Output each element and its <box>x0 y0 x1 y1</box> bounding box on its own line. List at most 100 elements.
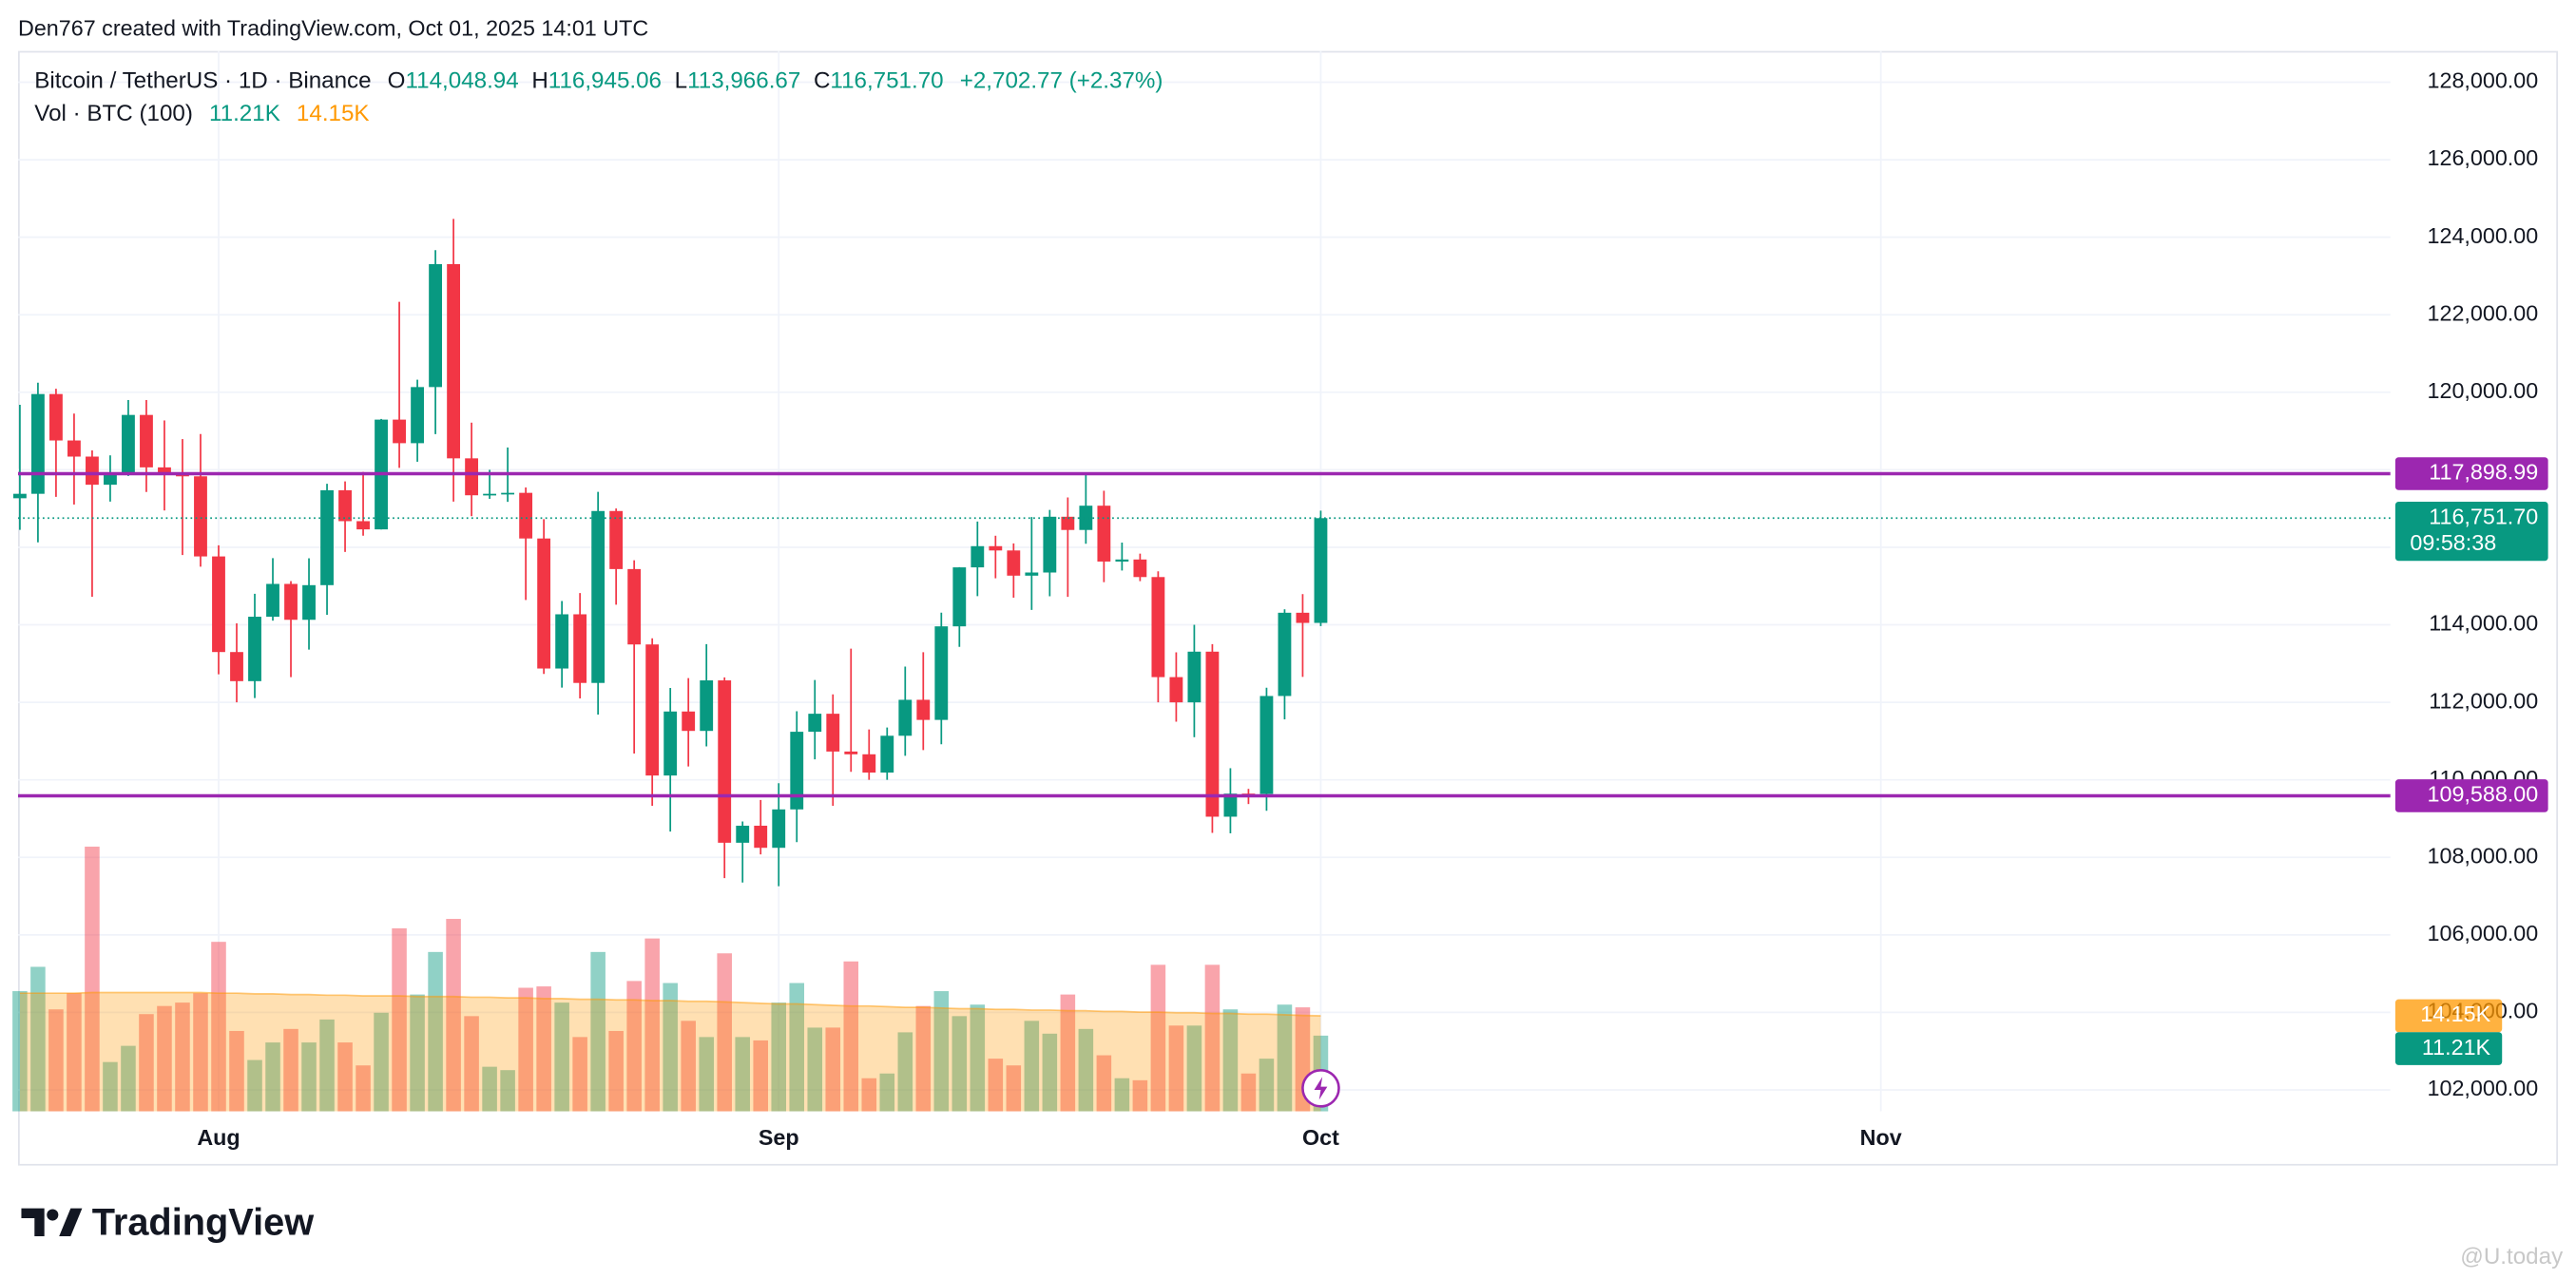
candle <box>952 566 967 647</box>
price-tag <box>2394 779 2548 812</box>
candle-body <box>212 556 225 653</box>
volume-bar <box>807 1027 823 1112</box>
candle-body <box>591 510 606 683</box>
candle <box>1097 490 1111 582</box>
y-tick-label: 112,000.00 <box>2429 688 2538 713</box>
candle-body <box>1187 651 1201 703</box>
candle <box>122 399 135 476</box>
candle-body <box>248 617 261 681</box>
candle-body <box>934 626 949 720</box>
symbol: Bitcoin / TetherUS · 1D · Binance <box>34 68 371 94</box>
volume-bar <box>789 983 805 1112</box>
volume-bar <box>970 1004 986 1112</box>
candle <box>447 219 461 502</box>
volume-bar <box>1204 964 1221 1112</box>
candle <box>140 399 153 492</box>
volume-bar <box>1186 1025 1202 1112</box>
candle-body <box>826 714 840 752</box>
attribution: Den767 created with TradingView.com, Oct… <box>18 15 648 40</box>
candle <box>104 455 117 502</box>
logo-mark <box>59 1208 83 1237</box>
candle <box>320 484 334 615</box>
volume-bar <box>337 1042 353 1112</box>
candle <box>1169 652 1183 722</box>
candle-body <box>916 699 931 720</box>
candle-body <box>501 492 515 495</box>
volume-bar <box>572 1037 587 1112</box>
candle <box>682 678 696 767</box>
volume-bar <box>663 983 678 1112</box>
ohlc-value: 116,945.06 <box>548 68 662 94</box>
volume-bar <box>915 1005 932 1112</box>
candle <box>12 405 27 530</box>
last-price-label: 116,751.70 <box>2429 504 2538 528</box>
volume-bar <box>897 1032 913 1112</box>
candle <box>555 601 569 688</box>
candle <box>645 638 660 807</box>
candle <box>718 677 732 879</box>
volume-bar <box>518 987 533 1112</box>
candle <box>736 821 750 883</box>
volume-bar <box>12 991 28 1112</box>
volume-bar <box>85 846 100 1112</box>
candle-body <box>844 751 858 754</box>
candle <box>212 544 225 675</box>
candle <box>1025 517 1039 610</box>
candle-body <box>772 809 786 849</box>
candle-body <box>12 493 27 499</box>
volume-bar <box>48 1009 64 1112</box>
candle <box>591 491 606 715</box>
candle <box>356 471 370 536</box>
volume-bar <box>500 1070 515 1112</box>
x-tick-label: Nov <box>1860 1125 1902 1150</box>
candle-body <box>718 680 732 843</box>
volume-tag <box>2394 1032 2503 1065</box>
volume-bar <box>211 942 226 1112</box>
volume-pane <box>12 846 1329 1112</box>
volume-bar <box>825 1027 841 1112</box>
volume-bar <box>861 1078 877 1112</box>
candle-body <box>645 644 660 776</box>
volume-bar <box>301 1042 317 1112</box>
candle-body <box>1097 506 1111 562</box>
candle-body <box>519 492 533 539</box>
candle-body <box>140 414 153 468</box>
candle <box>880 727 894 780</box>
logo-mark <box>47 1209 59 1221</box>
candle <box>772 783 786 887</box>
candle-body <box>537 538 551 669</box>
volume-bar <box>356 1065 371 1112</box>
watermark: @U.today <box>2460 1244 2564 1269</box>
candle-body <box>952 567 967 627</box>
candle-body <box>700 680 714 732</box>
volume-bar <box>590 951 606 1112</box>
candle <box>609 508 624 605</box>
candle-body <box>555 614 569 669</box>
candle <box>302 558 316 650</box>
volume-bar <box>699 1037 714 1112</box>
y-tick-label: 102,000.00 <box>2428 1076 2539 1100</box>
brand: TradingView <box>92 1201 315 1243</box>
volume-bar <box>482 1066 497 1112</box>
candle <box>1007 543 1021 598</box>
change: +2,702.77 (+2.37%) <box>960 68 1163 94</box>
candle <box>1187 624 1201 737</box>
volume-bar <box>753 1040 768 1112</box>
x-tick-label: Oct <box>1302 1125 1339 1150</box>
candle-body <box>284 583 298 620</box>
volume-bar <box>1096 1055 1112 1112</box>
volume-bar <box>952 1016 968 1112</box>
volume-bar <box>410 994 425 1112</box>
candle-body <box>1061 516 1075 530</box>
volume-ma-line <box>19 991 1321 1017</box>
volume-tag-label: 11.21K <box>2422 1035 2491 1059</box>
candle-body <box>971 545 985 568</box>
candle <box>1079 473 1093 544</box>
last-price-tag <box>2394 501 2548 562</box>
candle <box>266 558 279 621</box>
volume-bar <box>428 951 443 1112</box>
logo-mark <box>21 1208 45 1237</box>
candle <box>465 422 479 517</box>
volume-bar <box>1132 1079 1148 1112</box>
candle <box>627 560 642 754</box>
